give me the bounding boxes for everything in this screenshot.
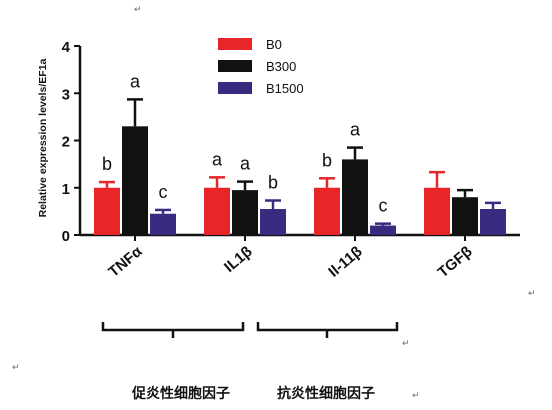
significance-label: a [130,71,141,91]
legend-swatch-b300 [218,60,252,72]
bar-b0 [204,187,230,235]
bracket-pro-inflammatory [101,322,245,338]
legend-swatch-b1500 [218,82,252,94]
caption-anti-inflammatory: 抗炎性细胞因子 [277,385,375,402]
y-tick-label: 1 [62,181,70,198]
bar-b1500 [480,209,506,235]
significance-label: b [268,173,278,193]
significance-label: b [322,150,332,170]
paragraph-mark: ↵ [402,339,410,349]
legend-label: B0 [266,37,282,52]
bar-b0 [314,187,340,235]
y-tick-label: 4 [62,39,71,56]
x-tick-label: TGFβ [435,243,476,281]
y-axis-label: Relative expression levels/EF1a [37,58,49,217]
x-tick-label: TNFα [105,243,146,281]
significance-label: a [350,120,361,140]
paragraph-mark: ↵ [528,289,536,299]
bar-b300 [232,190,258,235]
significance-label: b [102,154,112,174]
bar-b1500 [260,209,286,235]
bracket-anti-inflammatory [256,322,399,338]
legend-swatch-b0 [218,38,252,50]
y-tick-label: 0 [62,228,70,245]
y-tick-label: 2 [62,134,70,151]
bar-b1500 [150,213,176,235]
significance-label: c [159,182,168,202]
paragraph-mark: ↵ [134,5,142,15]
x-tick-label: Il-11β [325,243,365,281]
bar-b1500 [370,225,396,235]
bar-b0 [94,187,120,235]
bar-b300 [342,159,368,235]
bar-b0 [424,187,450,235]
significance-label: c [379,196,388,216]
paragraph-mark: ↵ [412,391,420,401]
bar-b300 [452,197,478,235]
legend-label: B1500 [266,81,304,96]
significance-label: a [212,149,223,169]
legend-label: B300 [266,59,296,74]
marks-layer: 0 1 2 3 4 Relative expression levels/EF1a TNFα… [37,37,520,281]
x-tick-label: IL1β [221,243,256,276]
paragraph-mark: ↵ [12,363,20,373]
bar-b300 [122,126,148,235]
caption-pro-inflammatory: 促炎性细胞因子 [131,385,230,402]
significance-label: a [240,154,251,174]
y-tick-label: 3 [62,86,70,103]
